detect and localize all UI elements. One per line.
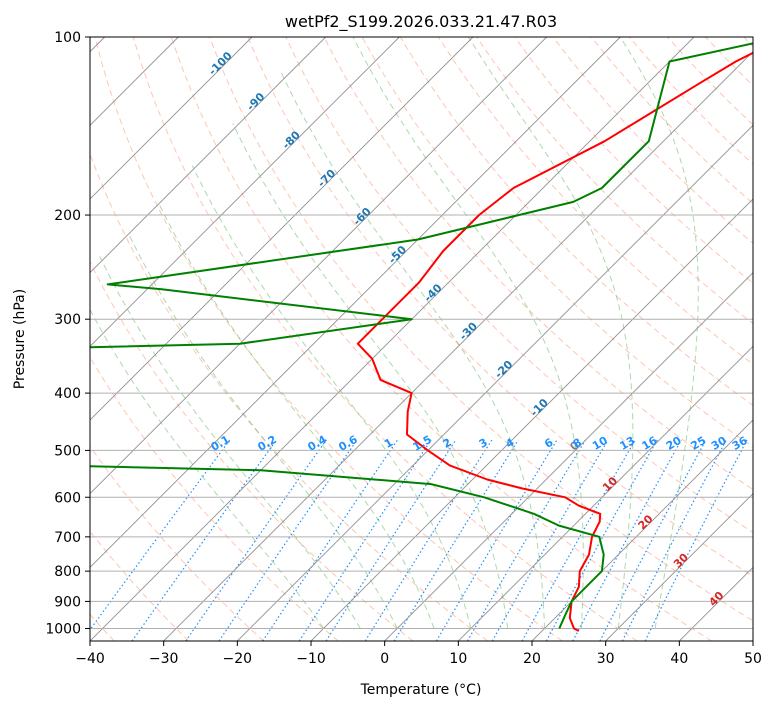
- x-tick-label: −20: [223, 651, 253, 667]
- moist-adiabat: [619, 37, 699, 629]
- y-tick-label: 300: [54, 312, 81, 328]
- moist-adiabat: [128, 233, 398, 629]
- x-tick-label: 30: [597, 651, 615, 667]
- moist-adiabat: [191, 165, 472, 629]
- dry-adiabat: [285, 37, 753, 534]
- y-tick-label: 700: [54, 530, 81, 546]
- plot-frame: [89, 36, 754, 642]
- x-tick-label: 50: [744, 651, 762, 667]
- mixing-ratio-line: [262, 439, 399, 641]
- y-tick-label: 200: [54, 208, 81, 224]
- x-tick-label: 40: [670, 651, 688, 667]
- moist-adiabat: [99, 256, 361, 629]
- background-lines: [90, 37, 753, 641]
- moist-adiabat: [157, 201, 435, 629]
- mixing-ratio-line: [90, 439, 231, 631]
- mixing-ratio-line: [466, 439, 587, 641]
- mixing-ratio-line: [298, 439, 432, 641]
- isotherm-line: [90, 37, 695, 641]
- y-tick-label: 800: [54, 564, 81, 580]
- isotherm-line: [237, 124, 753, 641]
- profile-lines: [90, 42, 753, 632]
- dry-adiabat: [514, 37, 753, 284]
- y-tick-label: 600: [54, 490, 81, 506]
- x-tick-label: 10: [449, 651, 467, 667]
- pressure-grid: [90, 37, 753, 629]
- y-tick-label: 100: [54, 30, 81, 46]
- isotherm-line: [531, 419, 753, 641]
- dry-adiabat: [132, 37, 638, 641]
- x-tick-label: −10: [296, 651, 326, 667]
- moist-adiabat: [352, 37, 584, 629]
- moist-adiabat: [468, 37, 634, 629]
- isotherm-line: [90, 37, 547, 495]
- dry-adiabat: [476, 37, 753, 325]
- isotherm-line: [90, 37, 400, 347]
- x-tick-label: 20: [523, 651, 541, 667]
- dry-adiabat: [90, 260, 414, 641]
- dry-adiabat: [247, 37, 753, 577]
- isotherm-line: [90, 37, 474, 421]
- isotherm-line: [310, 198, 753, 641]
- dry-adiabat: [209, 37, 753, 622]
- moist-adiabat: [90, 308, 324, 629]
- axis-ticks: −40 −30 −20 −10 0 10 20 30 40 50 100 200 300 400 500 60…: [45, 30, 762, 667]
- isotherm-line: [458, 345, 753, 641]
- chart-title: wetPf2_S199.2026.033.21.47.R03: [285, 12, 557, 32]
- mixing-ratio-line: [521, 439, 636, 641]
- dry-adiabat: [170, 37, 712, 641]
- mixing-ratio-line: [644, 439, 748, 641]
- mixing-ratio-line: [435, 439, 558, 641]
- y-axis-label: Pressure (hPa): [12, 289, 28, 389]
- dry-adiabat: [323, 37, 753, 491]
- y-tick-label: 900: [54, 594, 81, 610]
- dry-adiabat: [94, 37, 563, 641]
- y-tick-label: 400: [54, 386, 81, 402]
- isotherm-line: [90, 37, 621, 568]
- x-tick-label: 0: [380, 651, 389, 667]
- isotherm-line: [384, 272, 753, 641]
- mixing-ratio-line: [364, 439, 493, 641]
- dewpoint-profile-line: [90, 42, 753, 629]
- dry-adiabat: [90, 445, 264, 641]
- x-tick-label: −40: [75, 651, 105, 667]
- mixing-ratio-line: [491, 439, 609, 641]
- mixing-ratio-line: [185, 439, 327, 641]
- isotherm-line: [605, 493, 753, 641]
- dry-adiabat: [90, 356, 339, 641]
- mixing-ratio-line: [545, 439, 658, 641]
- isotherm-line: [90, 37, 253, 200]
- temperature-profile-line: [356, 51, 753, 632]
- y-tick-label: 1000: [45, 621, 81, 637]
- isotherm-line: [90, 37, 326, 274]
- x-axis-label: Temperature (°C): [360, 682, 482, 698]
- mixing-ratio-line: [218, 439, 358, 641]
- isotherm-line: [163, 51, 753, 641]
- y-tick-label: 500: [54, 443, 81, 459]
- x-tick-label: −30: [149, 651, 179, 667]
- mixing-ratio-line: [325, 439, 457, 641]
